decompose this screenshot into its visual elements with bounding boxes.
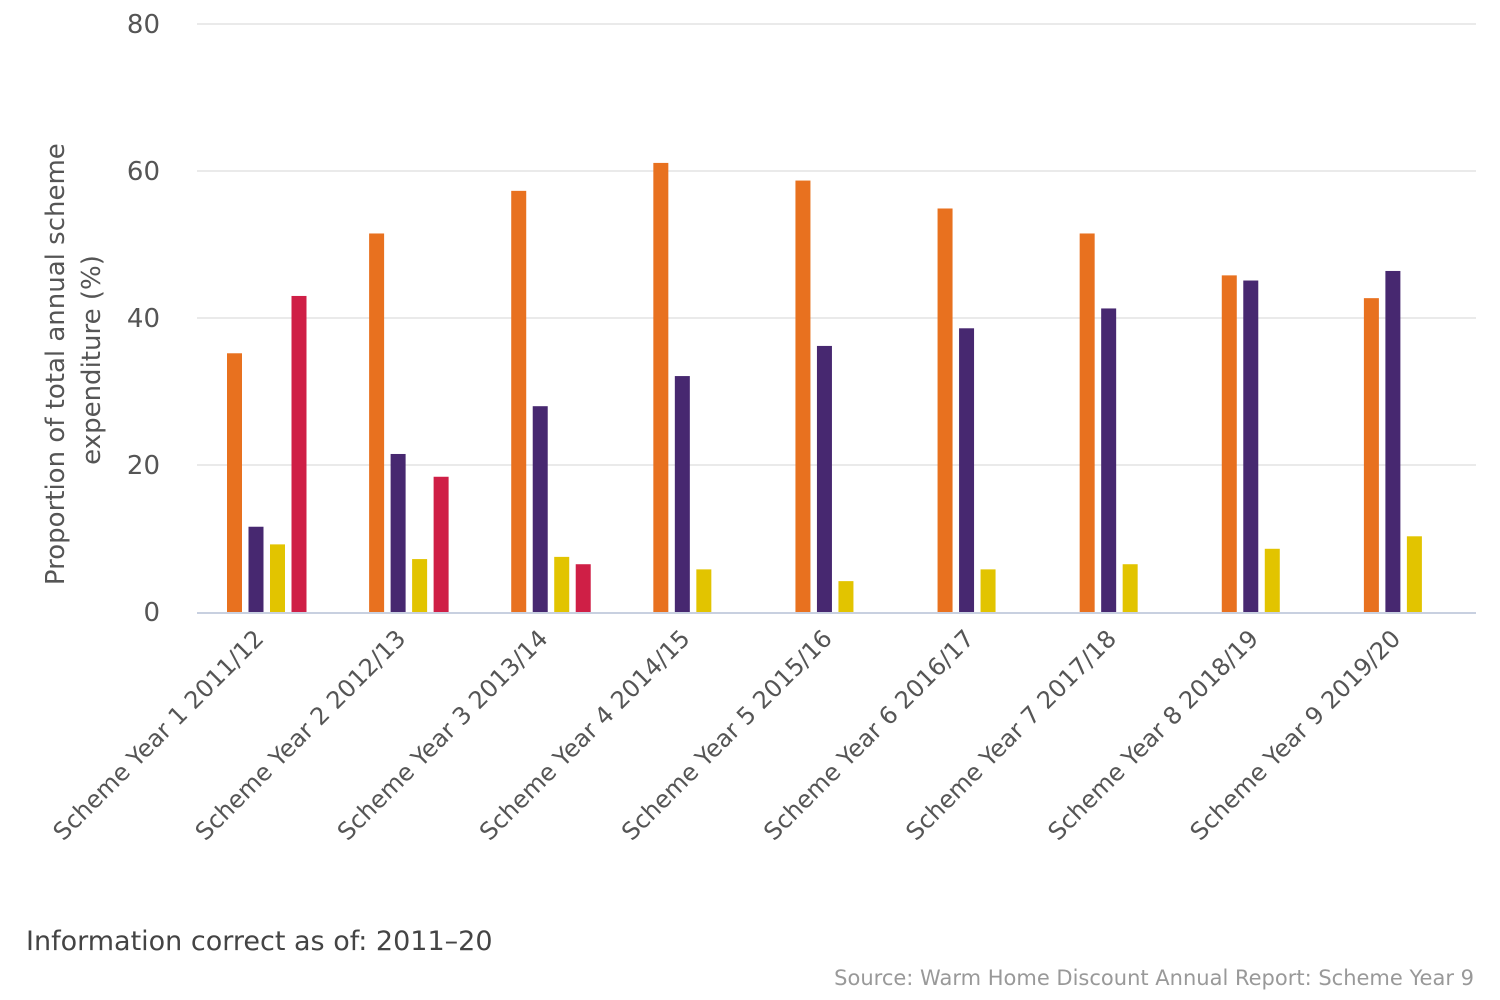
bar xyxy=(959,328,975,612)
y-tick-label: 40 xyxy=(127,304,160,334)
bar xyxy=(227,353,242,612)
bar xyxy=(291,295,307,612)
bar xyxy=(433,476,449,612)
bar xyxy=(575,564,591,612)
bar xyxy=(511,190,527,612)
bar xyxy=(1079,233,1095,612)
bar xyxy=(1101,308,1117,612)
bar xyxy=(1221,275,1237,612)
bar xyxy=(1363,298,1379,612)
gridlines xyxy=(197,23,1476,466)
bar xyxy=(980,569,996,612)
y-tick-label: 0 xyxy=(143,598,160,628)
bar xyxy=(390,453,406,612)
y-axis-title-line-1: Proportion of total annual scheme xyxy=(41,143,71,585)
bar xyxy=(532,406,548,612)
bar xyxy=(696,569,712,612)
bar xyxy=(1243,280,1259,612)
bar xyxy=(248,526,264,612)
bar xyxy=(653,162,669,613)
bar xyxy=(554,556,570,612)
bar xyxy=(674,376,690,612)
y-axis-title-line-2: expenditure (%) xyxy=(77,255,107,465)
bar xyxy=(1385,270,1401,612)
source-note: Source: Warm Home Discount Annual Report… xyxy=(834,966,1474,990)
bar xyxy=(795,180,811,612)
bar xyxy=(838,581,854,612)
y-tick-label: 60 xyxy=(127,157,160,187)
bar xyxy=(816,345,832,612)
y-axis-title: Proportion of total annual scheme expend… xyxy=(41,135,107,585)
bar xyxy=(1264,548,1280,612)
bar xyxy=(412,559,428,612)
footnote: Information correct as of: 2011–20 xyxy=(26,926,493,957)
bar xyxy=(937,208,953,613)
bar xyxy=(1122,564,1138,612)
y-tick-label: 80 xyxy=(127,10,160,40)
bar xyxy=(1406,536,1422,612)
bar xyxy=(270,544,285,612)
bars xyxy=(227,162,1422,613)
bar xyxy=(369,233,385,612)
y-axis-ticks: 0 20 40 60 80 xyxy=(127,10,160,628)
y-tick-label: 20 xyxy=(127,451,160,481)
